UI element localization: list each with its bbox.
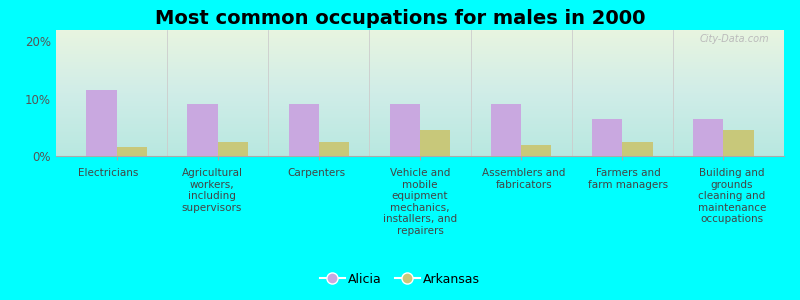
Bar (592, 119, 622, 156)
Bar (390, 104, 420, 156)
Text: Assemblers and
fabricators: Assemblers and fabricators (482, 168, 566, 190)
Bar (490, 104, 521, 156)
Bar (289, 104, 319, 156)
Text: Carpenters: Carpenters (287, 168, 345, 178)
Text: Building and
grounds
cleaning and
maintenance
occupations: Building and grounds cleaning and mainte… (698, 168, 766, 224)
Bar (319, 142, 350, 156)
Text: Electricians: Electricians (78, 168, 138, 178)
Text: City-Data.com: City-Data.com (700, 34, 770, 44)
Legend: Alicia, Arkansas: Alicia, Arkansas (314, 268, 486, 291)
Bar (693, 119, 723, 156)
Bar (86, 90, 117, 156)
Text: Farmers and
farm managers: Farmers and farm managers (588, 168, 668, 190)
Text: Vehicle and
mobile
equipment
mechanics,
installers, and
repairers: Vehicle and mobile equipment mechanics, … (383, 168, 457, 236)
Text: Most common occupations for males in 2000: Most common occupations for males in 200… (154, 9, 646, 28)
Bar (521, 145, 551, 156)
Bar (420, 130, 450, 156)
Bar (622, 142, 653, 156)
Bar (117, 147, 147, 156)
Text: Agricultural
workers,
including
supervisors: Agricultural workers, including supervis… (182, 168, 242, 213)
Bar (187, 104, 218, 156)
Bar (218, 142, 248, 156)
Bar (723, 130, 754, 156)
